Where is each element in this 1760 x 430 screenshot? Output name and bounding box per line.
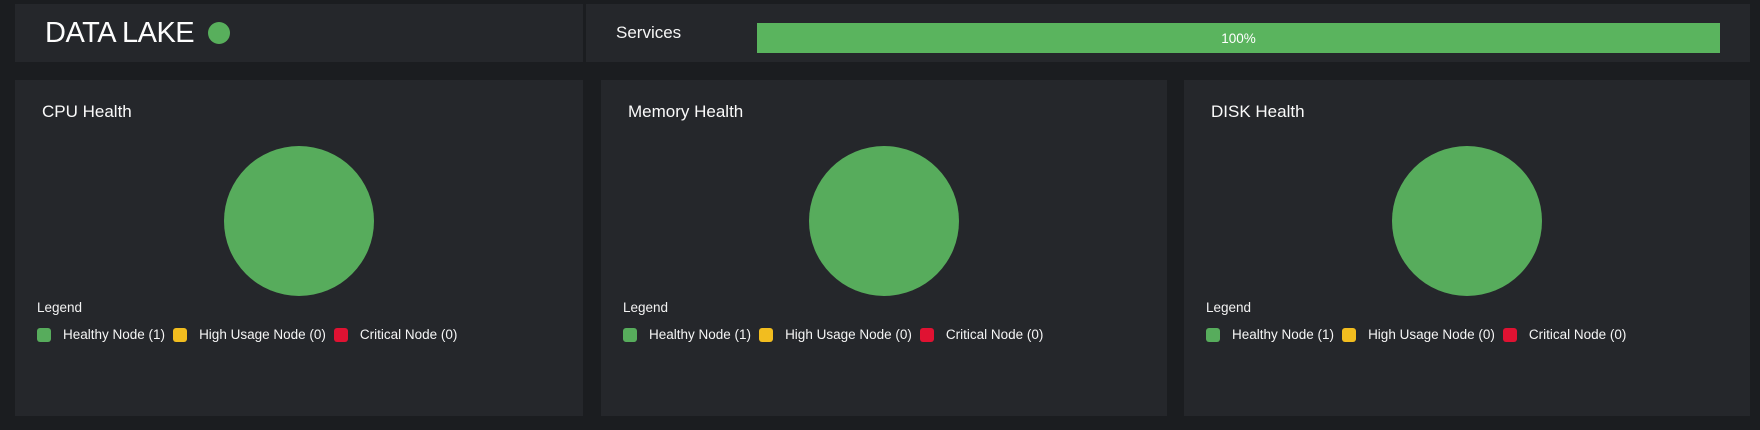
legend-label: Healthy Node (1) xyxy=(649,327,752,342)
memory-health-pie-chart xyxy=(809,146,959,296)
services-progress-value: 100% xyxy=(1221,30,1256,46)
header-services-section: Services 100% xyxy=(586,4,1750,62)
panel-title: DISK Health xyxy=(1211,102,1305,121)
services-progress-bar: 100% xyxy=(757,23,1720,53)
critical-swatch-icon xyxy=(919,327,934,342)
legend-item-critical[interactable]: Critical Node (0) xyxy=(1502,327,1627,342)
legend-label: Healthy Node (1) xyxy=(63,327,166,342)
critical-swatch-icon xyxy=(1502,327,1517,342)
status-dot-icon xyxy=(208,22,231,44)
services-label: Services xyxy=(616,23,682,42)
legend-label: Healthy Node (1) xyxy=(1232,327,1335,342)
legend-label: High Usage Node (0) xyxy=(1368,327,1495,342)
legend-item-healthy[interactable]: Healthy Node (1) xyxy=(37,327,165,342)
legend-item-high-usage[interactable]: High Usage Node (0) xyxy=(1342,327,1495,342)
legend-title: Legend xyxy=(1206,300,1252,315)
healthy-swatch-icon xyxy=(1206,327,1220,342)
critical-swatch-icon xyxy=(333,327,348,342)
legend-title: Legend xyxy=(37,300,83,315)
panel-title: Memory Health xyxy=(628,102,744,121)
services-progress-fill: 100% xyxy=(757,23,1720,53)
header-title-section: DATA LAKE xyxy=(15,4,583,62)
panel-cpu-health: CPU Health Legend Healthy Node (1) High … xyxy=(15,80,583,416)
legend-label: Critical Node (0) xyxy=(1528,327,1627,342)
cpu-health-pie-chart xyxy=(224,146,374,296)
legend-item-critical[interactable]: Critical Node (0) xyxy=(919,327,1044,342)
page-title: DATA LAKE xyxy=(45,16,195,49)
legend-item-high-usage[interactable]: High Usage Node (0) xyxy=(173,327,326,342)
panel-title: CPU Health xyxy=(42,102,132,121)
healthy-swatch-icon xyxy=(37,327,51,342)
panel-disk-health: DISK Health Legend Healthy Node (1) High… xyxy=(1184,80,1750,416)
legend-title: Legend xyxy=(623,300,669,315)
legend-row: Healthy Node (1) High Usage Node (0) Cri… xyxy=(37,327,573,342)
disk-health-pie-chart xyxy=(1392,146,1542,296)
healthy-swatch-icon xyxy=(623,327,637,342)
panel-memory-health: Memory Health Legend Healthy Node (1) Hi… xyxy=(601,80,1167,416)
high-usage-swatch-icon xyxy=(1342,327,1357,342)
high-usage-swatch-icon xyxy=(759,327,774,342)
legend-label: Critical Node (0) xyxy=(945,327,1044,342)
legend-label: Critical Node (0) xyxy=(359,327,458,342)
legend-item-healthy[interactable]: Healthy Node (1) xyxy=(1206,327,1334,342)
legend-item-critical[interactable]: Critical Node (0) xyxy=(333,327,458,342)
legend-label: High Usage Node (0) xyxy=(785,327,912,342)
legend-label: High Usage Node (0) xyxy=(199,327,326,342)
legend-row: Healthy Node (1) High Usage Node (0) Cri… xyxy=(623,327,1157,342)
legend-item-healthy[interactable]: Healthy Node (1) xyxy=(623,327,751,342)
high-usage-swatch-icon xyxy=(173,327,188,342)
legend-row: Healthy Node (1) High Usage Node (0) Cri… xyxy=(1206,327,1740,342)
legend-item-high-usage[interactable]: High Usage Node (0) xyxy=(759,327,912,342)
